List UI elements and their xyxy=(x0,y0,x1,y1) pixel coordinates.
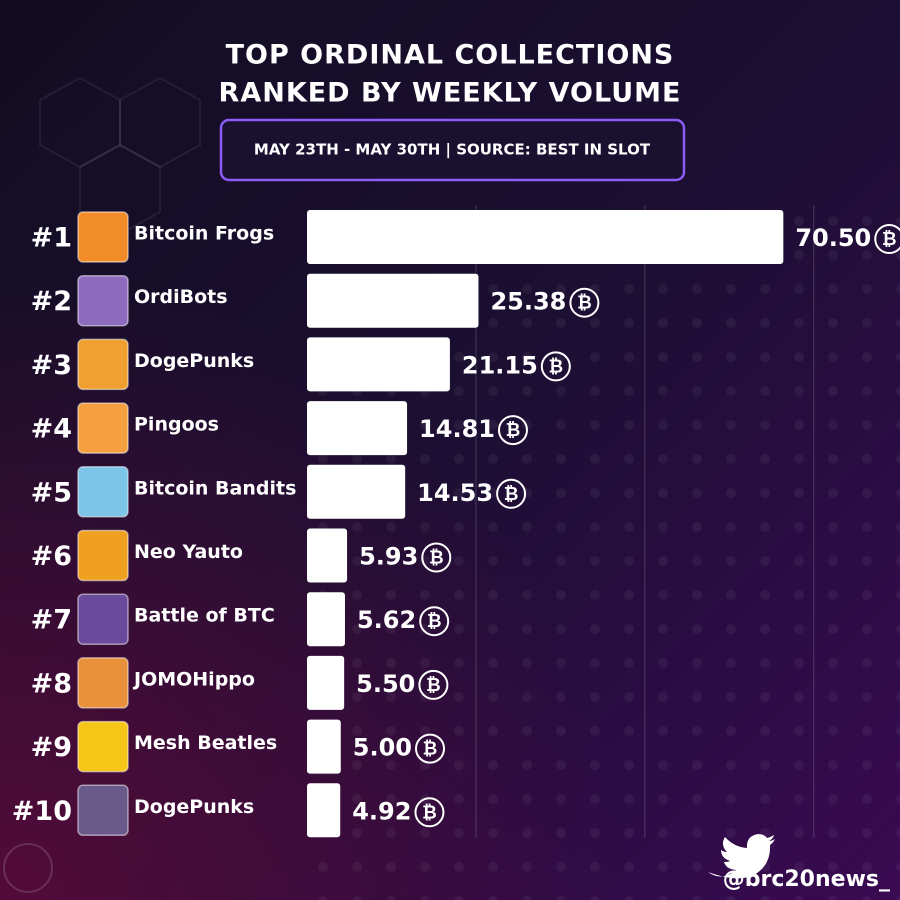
subtitle-box xyxy=(219,118,686,182)
avatar xyxy=(77,529,129,582)
currency-symbol: ₿ xyxy=(427,611,442,632)
category-label: DogePunks xyxy=(134,350,254,372)
rank-label: #6 xyxy=(31,541,72,572)
rank-label: #4 xyxy=(31,414,72,445)
category-label: Bitcoin Frogs xyxy=(134,223,274,245)
currency-badge xyxy=(874,224,900,254)
bar xyxy=(307,719,341,774)
category-label: OrdiBots xyxy=(134,286,228,308)
currency-badge xyxy=(569,287,600,318)
avatar xyxy=(77,211,129,263)
bar xyxy=(307,783,341,838)
bar xyxy=(307,401,408,456)
bar xyxy=(307,528,348,583)
bar xyxy=(307,655,345,710)
twitter-icon xyxy=(708,834,775,879)
currency-badge xyxy=(414,797,445,828)
bar xyxy=(307,273,479,328)
currency-symbol: ₿ xyxy=(506,420,521,441)
currency-symbol: ₿ xyxy=(423,739,438,760)
hexagons xyxy=(39,76,201,236)
rank-label: #2 xyxy=(31,286,72,317)
value-label: 25.38 xyxy=(490,288,566,316)
bar xyxy=(307,592,345,647)
avatar xyxy=(77,338,129,391)
currency-badge xyxy=(415,733,446,764)
category-label: Bitcoin Bandits xyxy=(134,477,296,499)
category-label: Mesh Beatles xyxy=(134,732,277,754)
category-label: Neo Yauto xyxy=(134,541,243,563)
category-label: Pingoos xyxy=(134,414,219,436)
value-label: 14.81 xyxy=(419,415,495,443)
currency-badge xyxy=(496,478,527,509)
value-label: 70.50 xyxy=(795,224,871,252)
currency-symbol: ₿ xyxy=(548,356,563,377)
avatar xyxy=(77,784,129,837)
twitter-handle: @brc20news_ xyxy=(723,867,890,892)
chart-title: TOP ORDINAL COLLECTIONS xyxy=(226,40,675,71)
currency-symbol: ₿ xyxy=(429,548,444,569)
currency-symbol: ₿ xyxy=(504,484,519,505)
avatar xyxy=(77,593,129,645)
rank-label: #1 xyxy=(31,223,72,254)
currency-badge xyxy=(419,606,450,637)
bar xyxy=(307,337,450,392)
currency-symbol: ₿ xyxy=(422,802,437,823)
value-label: 5.62 xyxy=(357,606,416,634)
value-label: 5.00 xyxy=(353,734,412,762)
avatar xyxy=(77,657,129,709)
avatar xyxy=(77,274,129,327)
avatar xyxy=(77,402,129,454)
currency-badge xyxy=(421,542,452,573)
rank-label: #9 xyxy=(31,732,72,763)
value-label: 14.53 xyxy=(417,479,493,507)
avatar xyxy=(77,720,129,773)
rank-label: #8 xyxy=(31,668,72,699)
value-label: 4.92 xyxy=(352,797,411,825)
currency-symbol: ₿ xyxy=(577,293,592,314)
value-label: 5.93 xyxy=(359,543,418,571)
chart-subtitle: MAY 23TH - MAY 30TH | SOURCE: BEST IN SL… xyxy=(254,141,651,160)
currency-symbol: ₿ xyxy=(426,675,441,696)
category-label: JOMOHippo xyxy=(132,668,255,690)
currency-badge xyxy=(540,351,571,382)
rank-label: #3 xyxy=(31,350,72,381)
avatar xyxy=(77,466,129,518)
bar xyxy=(307,210,784,264)
value-label: 21.15 xyxy=(462,351,538,379)
category-label: Battle of BTC xyxy=(134,605,275,627)
category-label: DogePunks xyxy=(134,796,254,818)
rank-label: #7 xyxy=(31,605,72,636)
currency-badge xyxy=(497,415,528,446)
rank-label: #5 xyxy=(31,477,72,508)
bar xyxy=(307,464,406,519)
rank-label: #10 xyxy=(12,796,72,827)
coin-watermark xyxy=(3,843,53,893)
chart-title: RANKED BY WEEKLY VOLUME xyxy=(219,78,682,109)
currency-symbol: ₿ xyxy=(882,229,897,250)
currency-badge xyxy=(418,669,449,700)
value-label: 5.50 xyxy=(356,670,415,698)
